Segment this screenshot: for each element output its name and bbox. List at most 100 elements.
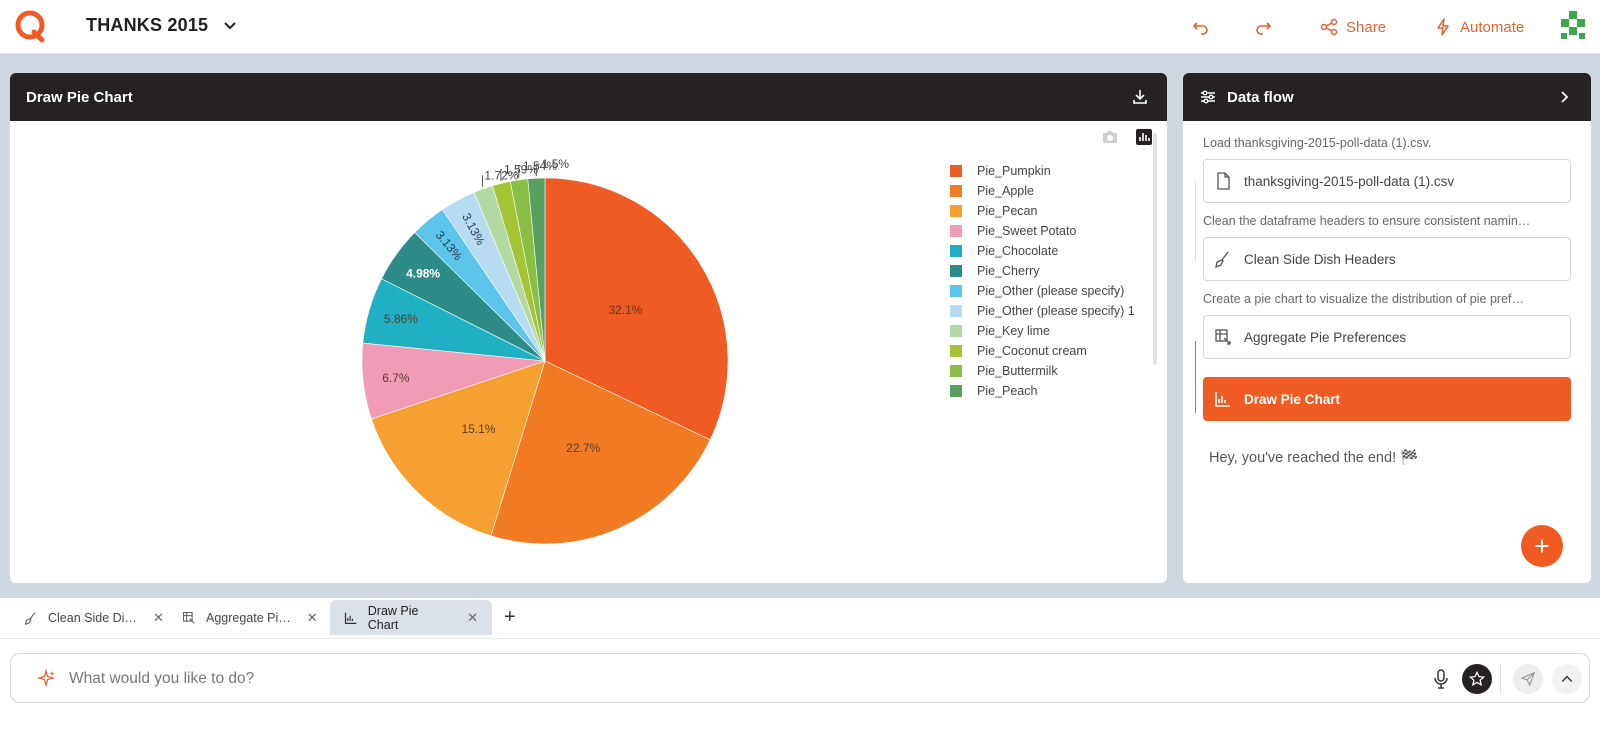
pie-label: 15.1% (461, 422, 495, 436)
tab-label: Draw Pie Chart (367, 603, 419, 632)
chart-toolbar (1101, 128, 1153, 146)
legend-label: Pie_Pumpkin (977, 164, 1051, 178)
close-icon[interactable]: ✕ (306, 609, 318, 625)
legend-item[interactable]: Pie_Pumpkin (950, 161, 1135, 181)
legend-item[interactable]: Pie_Apple (950, 181, 1135, 201)
lightning-icon (1437, 18, 1449, 36)
top-bar: THANKS 2015 Share Automate (0, 0, 1600, 54)
legend-item[interactable]: Pie_Pecan (950, 201, 1135, 221)
legend-swatch (950, 365, 962, 377)
chevron-right-icon[interactable] (1555, 88, 1573, 106)
pie-leader-line (518, 165, 522, 178)
pie-slice[interactable] (527, 177, 546, 362)
send-icon (1520, 671, 1536, 687)
legend-item[interactable]: Pie_Other (please specify) 1 (950, 301, 1135, 321)
flow-note-pie: Create a pie chart to visualize the dist… (1203, 292, 1525, 306)
flow-step-load-csv[interactable]: thanksgiving-2015-poll-data (1).csv (1203, 159, 1571, 203)
chart-panel: Draw Pie Chart 32.1% 22.7% 15.1% 6.7% 5.86% 4… (10, 73, 1167, 583)
pie-slice[interactable] (490, 360, 711, 545)
app-logo-icon[interactable] (12, 8, 48, 44)
legend-swatch (950, 245, 962, 257)
collapse-button[interactable] (1552, 664, 1582, 694)
flow-step-label: Draw Pie Chart (1244, 391, 1341, 407)
redo-button[interactable] (1254, 0, 1272, 54)
star-icon (1469, 671, 1485, 687)
tab-label: Clean Side Di… (48, 610, 137, 625)
legend-label: Pie_Key lime (977, 324, 1050, 338)
pie-leader-line (535, 163, 540, 177)
flow-note-load: Load thanksgiving-2015-poll-data (1).csv… (1203, 136, 1432, 150)
broom-icon (24, 611, 36, 625)
sparkle-icon (37, 669, 56, 688)
flow-step-label: Aggregate Pie Preferences (1244, 329, 1407, 345)
favorite-button[interactable] (1462, 664, 1492, 694)
tab-draw-pie-chart[interactable]: Draw Pie Chart ✕ (330, 600, 492, 635)
chart-panel-header: Draw Pie Chart (10, 73, 1167, 121)
pie-leader-line (500, 169, 503, 182)
legend-swatch (950, 265, 962, 277)
pie-label: 32.1% (608, 303, 642, 317)
flow-step-clean-headers[interactable]: Clean Side Dish Headers (1203, 237, 1571, 281)
legend-swatch (950, 165, 962, 177)
legend-label: Pie_Chocolate (977, 244, 1059, 258)
legend-swatch (950, 205, 962, 217)
undo-button[interactable] (1192, 0, 1210, 54)
legend-item[interactable]: Pie_Other (please specify) (950, 281, 1135, 301)
chevron-up-icon (1561, 675, 1573, 682)
data-flow-panel: Data flow Load thanksgiving-2015-poll-da… (1183, 73, 1591, 583)
tab-clean-side-dish[interactable]: Clean Side Di… ✕ (10, 600, 178, 635)
add-tab-button[interactable]: + (504, 606, 516, 628)
pie-chart: 32.1%22.7%15.1%6.7%5.86%4.98%3.13%3.13%1… (361, 157, 729, 545)
legend-item[interactable]: Pie_Peach (950, 381, 1135, 401)
legend-swatch (950, 305, 962, 317)
data-flow-title: Data flow (1227, 88, 1294, 106)
send-button[interactable] (1513, 664, 1543, 694)
divider (1500, 664, 1501, 694)
chart-scrollbar[interactable] (1153, 133, 1157, 365)
automate-button[interactable]: Automate (1434, 0, 1524, 54)
download-icon[interactable] (1131, 88, 1149, 106)
flow-note-clean: Clean the dataframe headers to ensure co… (1203, 214, 1531, 228)
tabs-bar: Clean Side Di… ✕ Aggregate Pi… ✕ Draw Pi… (0, 598, 1600, 638)
data-flow-body: Load thanksgiving-2015-poll-data (1).csv… (1183, 121, 1591, 583)
redo-icon (1256, 22, 1272, 35)
legend-label: Pie_Sweet Potato (977, 224, 1077, 238)
chart-type-icon[interactable] (1135, 128, 1153, 146)
flow-step-aggregate[interactable]: Aggregate Pie Preferences (1203, 315, 1571, 359)
avatar[interactable] (1555, 8, 1591, 44)
legend-swatch (950, 225, 962, 237)
tab-aggregate-pie[interactable]: Aggregate Pi… ✕ (168, 600, 332, 635)
microphone-icon[interactable] (1431, 668, 1451, 690)
pie-label: 4.98% (406, 267, 440, 281)
legend-label: Pie_Peach (977, 384, 1038, 398)
camera-icon[interactable] (1101, 128, 1119, 146)
add-step-button[interactable]: + (1521, 525, 1563, 567)
prompt-input[interactable] (69, 668, 1349, 690)
plus-icon: + (1534, 530, 1550, 561)
legend-item[interactable]: Pie_Cherry (950, 261, 1135, 281)
flow-step-label: Clean Side Dish Headers (1244, 251, 1396, 267)
chevron-down-icon[interactable] (222, 17, 238, 33)
aggregate-icon (183, 611, 195, 624)
chart-icon (1215, 392, 1230, 407)
data-flow-header: Data flow (1183, 73, 1591, 121)
close-icon[interactable]: ✕ (467, 609, 478, 625)
pie-label: 1.72% (484, 169, 518, 183)
legend-swatch (950, 285, 962, 297)
legend-item[interactable]: Pie_Buttermilk (950, 361, 1135, 381)
project-title[interactable]: THANKS 2015 (86, 15, 209, 35)
pie-label: 22.7% (566, 441, 600, 455)
flow-step-draw-pie-chart[interactable]: Draw Pie Chart (1203, 377, 1571, 421)
legend-item[interactable]: Pie_Key lime (950, 321, 1135, 341)
legend-label: Pie_Pecan (977, 204, 1038, 218)
legend-item[interactable]: Pie_Sweet Potato (950, 221, 1135, 241)
legend-label: Pie_Apple (977, 184, 1034, 198)
broom-icon (1215, 251, 1229, 268)
pie-slice[interactable] (544, 177, 729, 441)
legend-item[interactable]: Pie_Coconut cream (950, 341, 1135, 361)
close-icon[interactable]: ✕ (152, 609, 164, 625)
share-button[interactable]: Share (1320, 0, 1386, 54)
legend-item[interactable]: Pie_Chocolate (950, 241, 1135, 261)
flow-connector-active (1195, 341, 1196, 413)
flow-connector (1195, 181, 1196, 261)
